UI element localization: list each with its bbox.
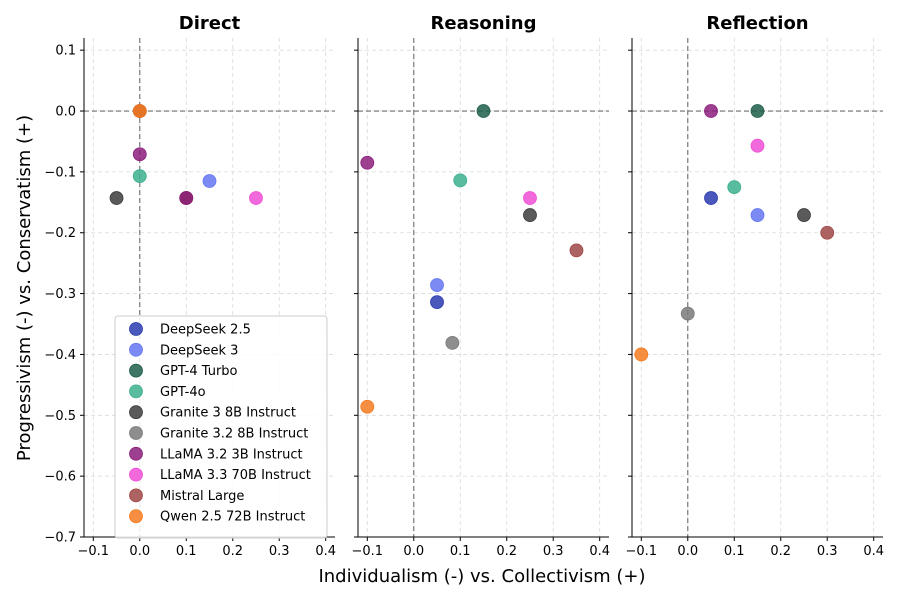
x-tick-label: −0.1 <box>78 544 110 559</box>
legend: DeepSeek 2.5 DeepSeek 3 GPT-4 Turbo GPT-4o G… <box>114 315 328 539</box>
y-tick-label: −0.1 <box>44 165 76 180</box>
x-tick-label: 0.0 <box>677 544 698 559</box>
y-tick-label: −0.5 <box>44 409 76 424</box>
y-tick-label: 0.0 <box>55 105 76 120</box>
legend-label: Granite 3.2 8B Instruct <box>160 427 308 442</box>
legend-frame <box>114 315 328 539</box>
data-point <box>132 169 147 184</box>
x-tick-label: 0.2 <box>496 544 517 559</box>
legend-label: Granite 3 8B Instruct <box>160 406 296 421</box>
data-point <box>750 138 765 153</box>
y-tick-label: 0.1 <box>55 44 76 59</box>
data-point <box>202 174 217 188</box>
y-tick-label: −0.3 <box>44 287 76 302</box>
legend-label: Qwen 2.5 72B Instruct <box>160 510 305 525</box>
legend-label: GPT-4o <box>160 385 206 400</box>
data-point <box>704 104 718 118</box>
x-tick-label: 0.1 <box>724 544 745 559</box>
legend-marker <box>129 322 143 336</box>
data-point <box>634 347 649 362</box>
legend-label: LLaMA 3.3 70B Instruct <box>160 468 311 483</box>
data-point <box>727 180 742 194</box>
data-point <box>132 104 147 118</box>
data-point <box>797 208 811 222</box>
x-tick-label: 0.2 <box>770 544 791 559</box>
x-tick-label: 0.3 <box>817 544 838 559</box>
legend-label: LLaMA 3.2 3B Instruct <box>160 447 303 462</box>
x-tick-label: −0.1 <box>352 544 384 559</box>
data-point <box>523 191 537 205</box>
legend-marker <box>129 384 143 399</box>
legend-label: GPT-4 Turbo <box>160 364 238 379</box>
panel-reasoning: −0.1 0.0 0.1 0.2 0.3 0.4 Reasoning <box>352 13 611 559</box>
legend-marker <box>129 405 143 420</box>
legend-marker <box>129 342 143 357</box>
x-axis-label: Individualism (-) vs. Collectivism (+) <box>318 566 645 587</box>
y-tick-label: −0.6 <box>44 470 76 485</box>
legend-marker <box>129 363 143 378</box>
legend-label: Mistral Large <box>160 489 244 504</box>
y-tick-label: −0.4 <box>44 348 76 363</box>
data-point <box>249 191 263 205</box>
x-tick-label: 0.0 <box>129 544 150 559</box>
legend-label: DeepSeek 3 <box>160 343 238 358</box>
data-point <box>179 191 194 205</box>
legend-marker <box>129 509 143 524</box>
data-point <box>109 191 124 205</box>
x-tick-label: 0.3 <box>269 544 290 559</box>
data-point <box>430 295 444 310</box>
data-point <box>820 225 835 240</box>
y-tick-label: −0.2 <box>44 226 76 241</box>
x-tick-label: 0.4 <box>863 544 884 559</box>
data-point <box>476 104 491 118</box>
data-point <box>569 243 584 258</box>
y-axis-label: Progressivism (-) vs. Conservatism (+) <box>14 115 35 461</box>
panel-reflection: −0.1 0.0 0.1 0.2 0.3 0.4 Reflection <box>626 13 885 559</box>
legend-marker <box>129 426 143 440</box>
data-point <box>680 306 695 321</box>
panel-title: Direct <box>179 13 241 34</box>
x-tick-label: 0.4 <box>315 544 336 559</box>
panel-title: Reflection <box>706 13 808 34</box>
legend-marker <box>129 446 143 461</box>
data-point <box>132 147 147 162</box>
data-point <box>430 278 444 292</box>
x-tick-label: 0.2 <box>222 544 243 559</box>
panel-title: Reasoning <box>431 13 537 34</box>
x-tick-label: 0.0 <box>403 544 424 559</box>
legend-marker <box>129 467 143 482</box>
x-tick-label: 0.3 <box>543 544 564 559</box>
data-point <box>750 104 765 118</box>
legend-marker <box>129 488 143 503</box>
legend-label: DeepSeek 2.5 <box>160 323 251 338</box>
x-tick-label: 0.4 <box>589 544 610 559</box>
x-tick-label: −0.1 <box>626 544 658 559</box>
data-point <box>445 335 460 350</box>
data-point <box>360 399 375 414</box>
x-tick-label: 0.1 <box>176 544 197 559</box>
data-point <box>523 208 537 222</box>
data-point <box>453 173 468 188</box>
x-tick-label: 0.1 <box>450 544 471 559</box>
y-tick-label: −0.7 <box>44 531 76 546</box>
panels-layer: −0.1 0.0 0.1 0.2 0.3 0.4 0.1 0.0 −0.1 −0.2 −0.3 −0.… <box>44 13 884 559</box>
data-point <box>750 208 765 222</box>
data-point <box>360 155 375 170</box>
data-point <box>704 191 718 205</box>
